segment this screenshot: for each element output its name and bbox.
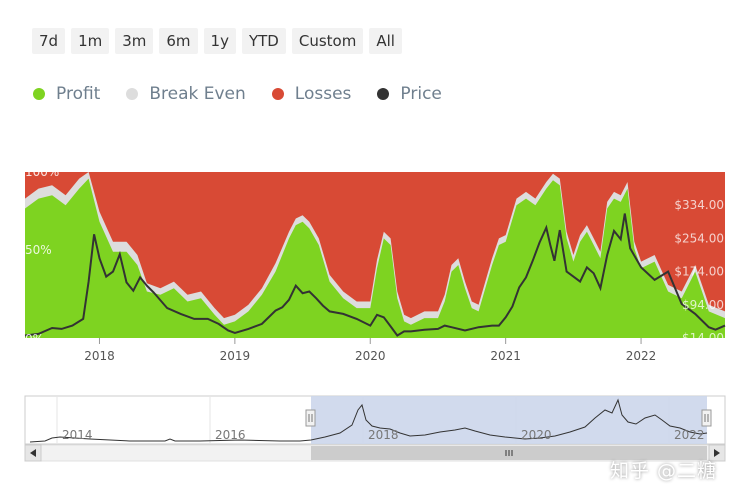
legend-dot-icon xyxy=(33,88,45,100)
legend: Profit Break Even Losses Price xyxy=(33,84,468,104)
legend-item-break-even[interactable]: Break Even xyxy=(126,84,246,104)
legend-item-profit[interactable]: Profit xyxy=(33,84,100,104)
legend-dot-icon xyxy=(126,88,139,100)
range-button-1y[interactable]: 1y xyxy=(203,28,236,54)
range-button-3m[interactable]: 3m xyxy=(115,28,154,54)
navigator-labels: 2014 2016 2018 2020 2022 xyxy=(62,428,705,442)
right-axis: $414.00 $334.00 $254.00 $174.00 $94.00 $14.00 xyxy=(674,155,724,345)
navigator-year-label: 2016 xyxy=(215,428,246,442)
price-line xyxy=(24,213,726,337)
right-axis-tick-label: $94.00 xyxy=(682,298,724,312)
right-axis-tick-label: $334.00 xyxy=(674,198,724,212)
x-axis-tick-label: 2018 xyxy=(84,349,115,363)
navigator-price-line xyxy=(29,398,708,443)
left-axis-tick-label: 100% xyxy=(25,165,59,179)
range-button-7d[interactable]: 7d xyxy=(32,28,66,54)
legend-dot-icon xyxy=(271,88,284,100)
arrow-right-icon xyxy=(714,449,720,457)
left-axis: 100% 50% 0% xyxy=(25,165,59,346)
right-axis-tick-label: $14.00 xyxy=(682,331,724,345)
legend-label: Price xyxy=(400,84,442,104)
legend-label: Profit xyxy=(56,84,101,104)
x-axis-tick-label: 2019 xyxy=(220,349,251,363)
right-axis-tick-label: $414.00 xyxy=(674,155,724,169)
x-axis-tick-label: 2022 xyxy=(626,349,657,363)
right-axis-tick-label: $174.00 xyxy=(674,265,724,279)
x-axis-tick-label: 2021 xyxy=(490,349,521,363)
navigator-year-label: 2018 xyxy=(368,428,399,442)
scrollbar-grip xyxy=(505,450,513,456)
navigator-selection[interactable] xyxy=(311,396,707,444)
navigator-handle-right[interactable] xyxy=(701,409,712,427)
arrow-left-icon xyxy=(30,449,36,457)
range-button-ytd[interactable]: YTD xyxy=(241,28,286,54)
profit-area xyxy=(25,178,725,338)
navigator-year-label: 2014 xyxy=(62,428,93,442)
legend-dot-icon xyxy=(377,88,390,100)
range-button-all[interactable]: All xyxy=(369,28,402,54)
navigator-handle-left[interactable] xyxy=(305,409,316,427)
left-axis-tick-label: 50% xyxy=(25,243,52,257)
legend-label: Break Even xyxy=(149,84,246,104)
range-button-custom[interactable]: Custom xyxy=(291,28,364,54)
x-axis: 2018 2019 2020 2021 2022 xyxy=(84,338,656,363)
left-axis-tick-label: 0% xyxy=(25,332,44,346)
watermark: 知乎 @二糖 xyxy=(610,460,718,482)
right-axis-tick-label: $254.00 xyxy=(674,231,724,245)
navigator-year-label: 2020 xyxy=(521,428,552,442)
legend-label: Losses xyxy=(294,84,352,104)
range-selector: 7d 1m 3m 6m 1y YTD Custom All xyxy=(32,28,402,54)
x-axis-tick-label: 2020 xyxy=(355,349,386,363)
range-button-1m[interactable]: 1m xyxy=(71,28,110,54)
range-button-6m[interactable]: 6m xyxy=(159,28,198,54)
legend-item-price[interactable]: Price xyxy=(377,84,442,104)
navigator-year-label: 2022 xyxy=(674,428,705,442)
legend-item-losses[interactable]: Losses xyxy=(271,84,352,104)
